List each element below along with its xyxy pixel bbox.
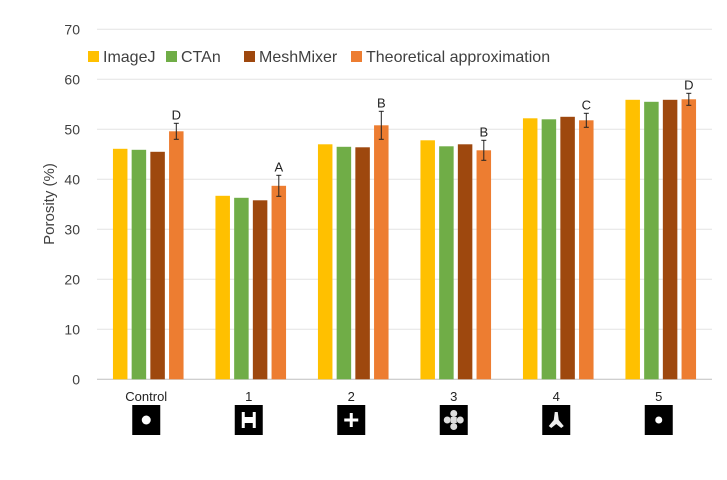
bar-meshmixer-1: [252, 200, 268, 380]
circle-pore-icon: [132, 405, 161, 435]
significance-letter: A: [274, 159, 283, 174]
bar-meshmixer-2: [355, 147, 370, 380]
bar-theoretical-approximation-5: [681, 99, 697, 380]
legend-label: ImageJ: [103, 49, 155, 66]
legend-swatch-1: [166, 51, 177, 62]
clover-pore-icon: [439, 405, 468, 435]
y-tick-label: 20: [64, 271, 80, 287]
x-tick-label: 2: [348, 389, 355, 404]
tripod-pore-icon: [542, 405, 571, 435]
y-tick-label: 70: [64, 21, 80, 37]
x-axis-category-labels: Control 1 2 3 4 5: [125, 389, 662, 404]
bar-theoretical-approximation-2: [374, 125, 389, 380]
cross-pore-icon: [337, 405, 366, 435]
x-tick-label: Control: [125, 389, 167, 404]
legend-swatch-2: [244, 51, 255, 62]
bar-theoretical-approximation-4: [579, 120, 594, 380]
legend-label: CTAn: [181, 49, 221, 66]
x-tick-label: 5: [655, 389, 662, 404]
significance-letter: B: [377, 95, 386, 110]
significance-letter: B: [479, 124, 488, 139]
legend-swatch-3: [351, 51, 362, 62]
bar-ctan-5: [644, 101, 659, 380]
bar-theoretical-approximation-control: [169, 131, 184, 380]
bar-theoretical-approximation-3: [476, 150, 492, 380]
bar-meshmixer-5: [662, 99, 678, 380]
y-tick-label: 10: [64, 321, 80, 337]
x-tick-label: 3: [450, 389, 457, 404]
significance-letter: C: [582, 97, 591, 112]
bar-ctan-3: [439, 146, 454, 380]
y-tick-label: 30: [64, 221, 80, 237]
bar-imagej-4: [522, 118, 538, 380]
bar-meshmixer-control: [150, 151, 165, 380]
bar-imagej-2: [317, 144, 333, 380]
bar-meshmixer-3: [457, 144, 473, 380]
significance-letter: D: [684, 77, 693, 92]
bar-imagej-5: [625, 99, 640, 380]
x-tick-label: 1: [245, 389, 252, 404]
gridlines: [97, 28, 712, 380]
y-tick-label: 60: [64, 71, 80, 87]
legend-label: MeshMixer: [259, 49, 338, 66]
h-shape-pore-icon: [234, 405, 263, 435]
legend-swatch-0: [88, 51, 99, 62]
y-tick-label: 40: [64, 171, 80, 187]
bar-meshmixer-4: [560, 116, 575, 380]
bar-ctan-4: [541, 119, 557, 380]
y-tick-label: 50: [64, 121, 80, 137]
bar-imagej-control: [112, 148, 128, 380]
y-axis-tick-labels: 0 10 20 30 40 50 60 70: [64, 21, 80, 387]
small-circle-pore-icon: [644, 405, 673, 435]
bar-imagej-3: [420, 140, 435, 380]
legend: ImageJ CTAn MeshMixer Theoretical approxima…: [88, 49, 550, 66]
bar-imagej-1: [215, 195, 230, 380]
significance-letter: D: [172, 107, 181, 122]
legend-label: Theoretical approximation: [366, 49, 550, 66]
category-icons: [132, 405, 673, 435]
y-axis-label: Porosity (%): [41, 163, 58, 245]
y-tick-label: 0: [72, 371, 80, 387]
bars: D A B B C D: [112, 77, 697, 380]
bar-ctan-1: [234, 197, 249, 380]
bar-theoretical-approximation-1: [271, 185, 287, 380]
x-tick-label: 4: [553, 389, 560, 404]
bar-ctan-2: [336, 146, 352, 380]
bar-ctan-control: [131, 149, 147, 380]
